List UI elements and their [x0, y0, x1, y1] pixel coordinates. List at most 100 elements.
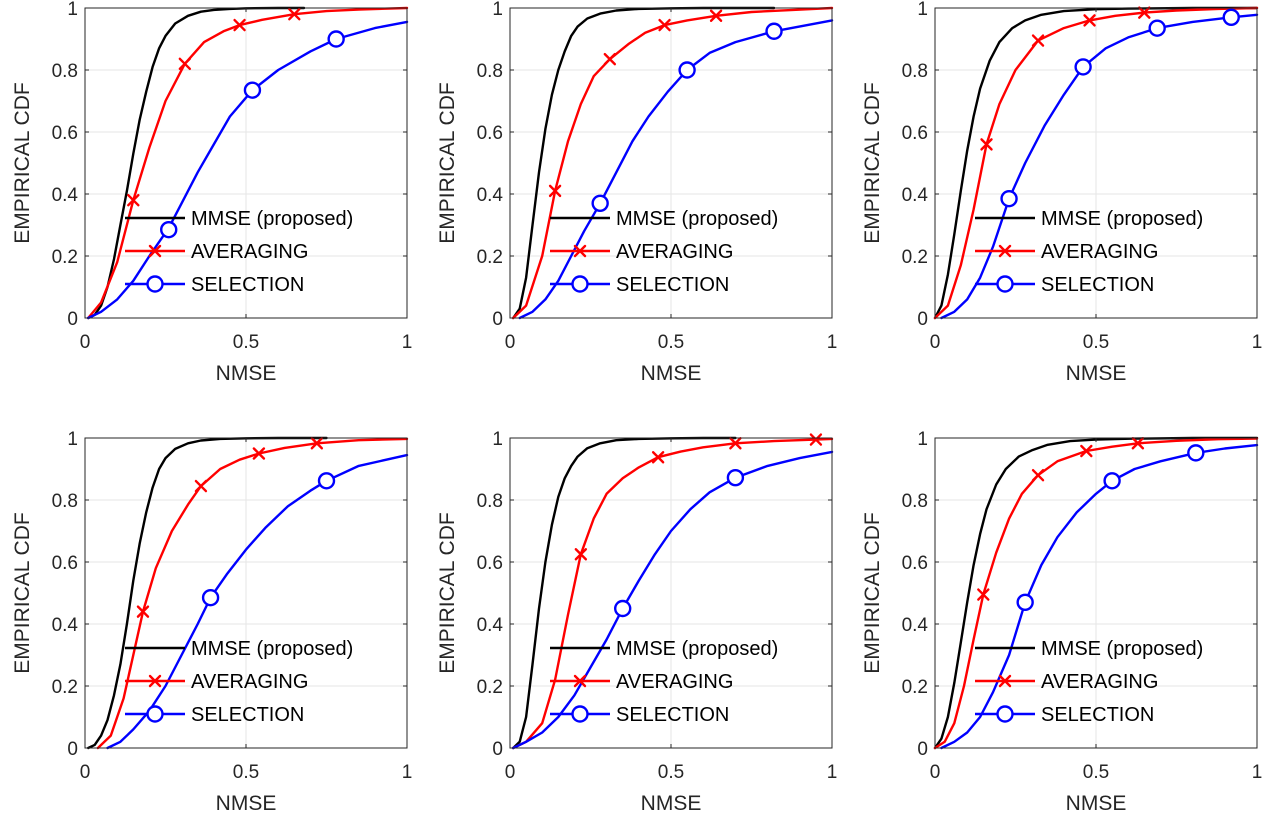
series-marker-2: [1031, 469, 1045, 482]
legend-label: SELECTION: [616, 704, 729, 726]
series-line-2: [512, 437, 834, 750]
series-marker-3: [160, 220, 178, 239]
legend-label: MMSE (proposed): [191, 638, 353, 660]
series-marker-2: [252, 447, 266, 460]
series-marker-3: [765, 22, 783, 40]
legend-marker: [998, 244, 1012, 258]
x-axis-label: NMSE: [1066, 362, 1127, 385]
legend-item-2: AVERAGING: [125, 671, 308, 693]
x-tick-label: 0.5: [233, 332, 259, 353]
x-axis-label: NMSE: [641, 792, 702, 815]
chart-panel-4: 0 0.5 1 0 0.2 0.4 0.6 0.8 1 NMSE EMPIRICAL CDF MMSE…: [11, 429, 412, 815]
series-line-2: [86, 6, 409, 320]
x-tick-label: 1: [827, 332, 838, 353]
series-line-1: [86, 6, 306, 320]
legend-item-2: AVERAGING: [550, 671, 733, 693]
x-tick-label: 1: [402, 332, 413, 353]
series-marker-3: [201, 588, 220, 607]
series-line-1: [86, 436, 328, 750]
legend-item-2: AVERAGING: [975, 671, 1158, 693]
y-tick-label: 1: [492, 429, 503, 450]
legend-marker: [148, 244, 162, 258]
legend-label: AVERAGING: [191, 241, 308, 263]
y-tick-label: 0.2: [902, 247, 928, 268]
x-tick-label: 0: [505, 762, 516, 783]
legend-item-1: MMSE (proposed): [550, 638, 778, 660]
legend-item-3: SELECTION: [125, 704, 304, 726]
y-tick-label: 0.2: [52, 247, 78, 268]
series-marker-3: [1103, 472, 1121, 490]
x-tick-label: 0: [505, 332, 516, 353]
legend-item-3: SELECTION: [125, 274, 304, 296]
series-marker-3: [1074, 58, 1092, 76]
legend-item-2: AVERAGING: [125, 241, 308, 263]
x-tick-label: 1: [402, 762, 413, 783]
x-axis-label: NMSE: [216, 792, 277, 815]
legend-item-3: SELECTION: [975, 704, 1154, 726]
chart-panel-3: 0 0.5 1 0 0.2 0.4 0.6 0.8 1 NMSE EMPIRICAL CDF MMSE…: [861, 0, 1262, 385]
x-tick-label: 1: [1252, 762, 1263, 783]
legend-marker: [573, 674, 587, 688]
y-tick-label: 0.4: [477, 615, 504, 636]
y-tick-label: 0.4: [52, 185, 79, 206]
series-marker-2: [178, 57, 192, 70]
legend-item-3: SELECTION: [975, 274, 1154, 296]
legend-marker: [998, 674, 1012, 688]
y-tick-label: 0: [492, 739, 503, 760]
series-marker-2: [1138, 6, 1151, 19]
y-tick-label: 1: [67, 0, 78, 20]
series-line-3: [106, 453, 409, 750]
legend-marker: [146, 705, 164, 723]
y-tick-label: 0: [917, 739, 928, 760]
series-line-2: [933, 437, 1259, 750]
series-marker-3: [317, 472, 336, 490]
y-tick-label: 0.8: [902, 61, 928, 82]
x-axis-label: NMSE: [641, 362, 702, 385]
series-marker-3: [327, 30, 345, 48]
y-tick-label: 0: [67, 309, 78, 330]
y-tick-label: 0.2: [52, 677, 78, 698]
legend-label: SELECTION: [191, 704, 304, 726]
series-marker-2: [709, 9, 723, 22]
legend: MMSE (proposed) AVERAGING SELECTION: [975, 208, 1203, 296]
series-marker-2: [658, 18, 671, 32]
y-tick-label: 1: [917, 0, 928, 20]
y-axis-label: EMPIRICAL CDF: [11, 82, 34, 243]
series-marker-2: [288, 7, 301, 21]
series-marker-2: [977, 588, 990, 601]
y-tick-label: 0.6: [477, 553, 503, 574]
series-line-1: [512, 436, 737, 750]
y-tick-label: 0.8: [52, 491, 78, 512]
x-tick-label: 0: [930, 332, 941, 353]
chart-panel-6: 0 0.5 1 0 0.2 0.4 0.6 0.8 1 NMSE EMPIRICAL CDF MMSE…: [861, 429, 1262, 815]
legend-marker: [996, 275, 1014, 293]
y-tick-label: 0: [492, 309, 503, 330]
series-marker-3: [243, 81, 262, 99]
legend: MMSE (proposed) AVERAGING SELECTION: [975, 638, 1203, 726]
legend-item-1: MMSE (proposed): [550, 208, 778, 230]
series-marker-2: [1080, 444, 1093, 458]
legend-item-3: SELECTION: [550, 274, 729, 296]
legend-label: MMSE (proposed): [1041, 208, 1203, 230]
series-line-3: [512, 450, 834, 750]
x-axis-label: NMSE: [1066, 792, 1127, 815]
y-tick-label: 0.2: [477, 677, 503, 698]
x-axis-label: NMSE: [216, 362, 277, 385]
y-tick-label: 0.8: [477, 61, 503, 82]
x-tick-label: 0: [80, 332, 91, 353]
series-marker-2: [310, 437, 324, 450]
legend-marker: [571, 275, 589, 293]
legend-marker: [573, 244, 587, 258]
legend: MMSE (proposed) AVERAGING SELECTION: [125, 638, 353, 726]
y-tick-label: 0.6: [477, 123, 503, 144]
series-marker-2: [548, 184, 562, 198]
y-tick-label: 1: [492, 0, 503, 20]
y-tick-label: 0.2: [902, 677, 928, 698]
series-line-1: [933, 6, 1259, 320]
series-marker-3: [726, 468, 745, 487]
series-line-1: [512, 6, 776, 320]
series-marker-2: [603, 52, 617, 66]
series-marker-2: [1031, 34, 1045, 47]
x-tick-label: 0.5: [658, 762, 684, 783]
